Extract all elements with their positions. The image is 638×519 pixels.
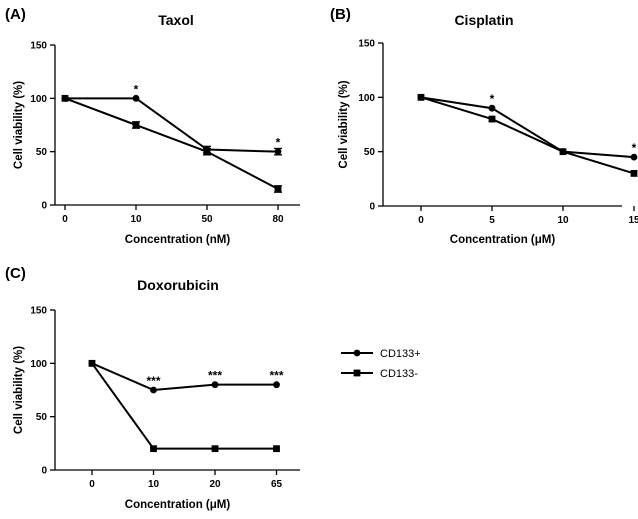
x-tick-label: 80	[272, 214, 284, 225]
chart-title: Cisplatin	[454, 12, 513, 28]
data-point-square	[417, 93, 425, 101]
chart-panel-2: (B) Cisplatin 0 50 100 150 0 5 10 15 Concentration…	[330, 6, 638, 246]
legend: CD133+ CD133-	[341, 348, 421, 380]
significance-marker: ***	[208, 369, 222, 383]
data-point-circle	[630, 153, 638, 161]
panel-label: (A)	[5, 6, 26, 23]
x-tick-label: 50	[201, 214, 213, 225]
y-axis-label: Cell viability (%)	[338, 80, 350, 168]
y-tick-label: 0	[369, 202, 375, 213]
series-cd133-plus	[61, 94, 282, 156]
y-tick-label: 100	[358, 93, 375, 104]
data-point-square	[273, 445, 280, 453]
x-tick-label: 10	[130, 214, 142, 225]
x-tick-label: 5	[489, 215, 495, 226]
legend-marker-circle	[353, 349, 361, 357]
series-cd133-minus	[417, 93, 638, 177]
data-point-circle	[274, 148, 282, 156]
legend-label: CD133+	[380, 348, 421, 360]
data-point-square	[150, 445, 157, 453]
y-tick-label: 150	[30, 41, 47, 52]
significance-marker: *	[276, 136, 281, 150]
x-tick-label: 15	[628, 215, 638, 226]
y-tick-label: 50	[364, 147, 376, 158]
x-tick-label: 0	[62, 214, 68, 225]
y-tick-label: 150	[358, 39, 375, 50]
chart-panel-1: (A) Taxol 0 50 100 150 0 10 50 80 Concentration (n…	[5, 6, 300, 246]
data-point-square	[559, 148, 567, 156]
data-point-circle	[273, 381, 280, 389]
significance-marker: *	[134, 82, 139, 96]
series-cd133-plus	[88, 359, 280, 394]
series-line	[64, 97, 279, 190]
data-point-square	[630, 170, 638, 177]
significance-marker: ***	[146, 374, 160, 388]
series-cd133-plus	[417, 93, 638, 161]
chart-panel-3: (C) Doxorubicin 0 50 100 150 0 10 20 65 Concentrat…	[5, 265, 300, 511]
y-tick-label: 50	[36, 147, 48, 158]
y-tick-label: 100	[30, 94, 47, 105]
y-tick-label: 150	[30, 306, 47, 317]
x-axis-label: Concentration (nM)	[125, 234, 231, 246]
data-point-square	[88, 359, 96, 367]
panel-label: (B)	[330, 6, 351, 23]
y-tick-label: 100	[30, 359, 47, 370]
series-line	[91, 362, 277, 450]
data-point-square	[274, 185, 282, 193]
significance-marker: *	[490, 92, 495, 106]
y-tick-label: 50	[36, 412, 48, 423]
data-point-square	[211, 445, 219, 453]
data-point-square	[203, 148, 211, 156]
panel-label: (C)	[5, 265, 26, 282]
data-point-circle	[488, 104, 496, 112]
x-tick-label: 0	[89, 479, 95, 490]
x-axis-label: Concentration (μM)	[450, 234, 556, 246]
y-tick-label: 0	[41, 466, 47, 477]
data-point-circle	[132, 94, 140, 102]
data-point-square	[61, 94, 69, 102]
x-tick-label: 0	[418, 215, 424, 226]
series-line	[420, 96, 635, 159]
data-point-square	[488, 115, 496, 123]
series-line	[420, 96, 635, 175]
series-line	[91, 362, 277, 392]
x-tick-label: 20	[209, 479, 221, 490]
series-cd133-minus	[61, 94, 282, 193]
significance-marker: ***	[269, 369, 283, 383]
series-cd133-minus	[88, 359, 280, 453]
significance-marker: *	[632, 141, 637, 155]
data-point-square	[132, 121, 140, 129]
x-tick-label: 65	[271, 479, 283, 490]
data-point-circle	[211, 381, 219, 389]
x-tick-label: 10	[148, 479, 160, 490]
legend-marker-square	[353, 369, 361, 377]
chart-title: Doxorubicin	[137, 277, 219, 293]
y-tick-label: 0	[41, 201, 47, 212]
series-line	[65, 97, 279, 153]
y-axis-label: Cell viability (%)	[13, 81, 25, 169]
y-axis-label: Cell viability (%)	[13, 346, 25, 434]
chart-title: Taxol	[158, 12, 194, 28]
legend-label: CD133-	[380, 368, 418, 380]
x-tick-label: 10	[557, 215, 569, 226]
x-axis-label: Concentration (μM)	[125, 499, 231, 511]
data-point-circle	[150, 386, 157, 394]
